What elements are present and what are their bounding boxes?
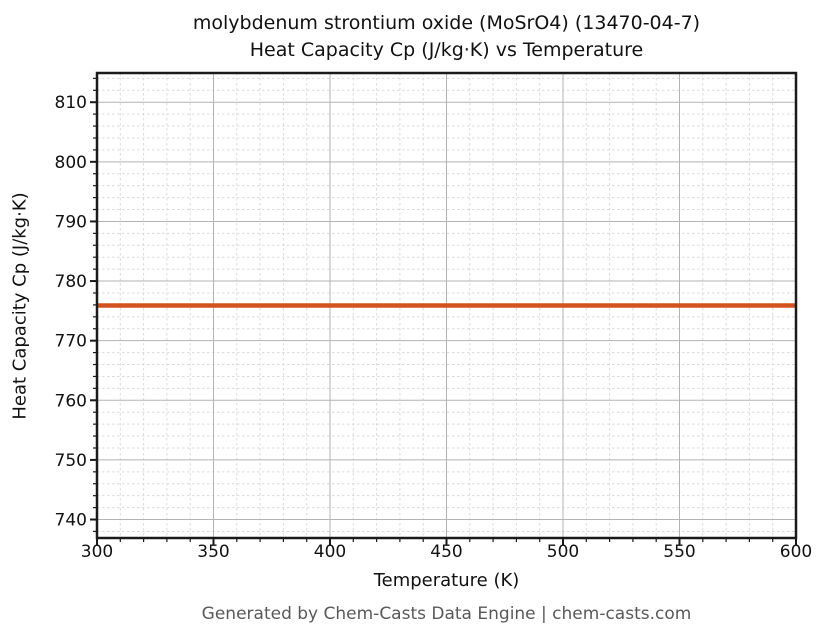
y-tick-label: 780 — [55, 272, 87, 292]
x-tick-label: 500 — [547, 542, 579, 562]
y-tick-label: 750 — [55, 451, 87, 471]
y-tick-label: 800 — [55, 153, 87, 173]
y-tick-label: 740 — [55, 511, 87, 531]
x-tick-label: 450 — [430, 542, 462, 562]
x-tick-label: 600 — [780, 542, 812, 562]
x-tick-label: 550 — [663, 542, 695, 562]
x-tick-label: 300 — [81, 542, 113, 562]
axes-frame — [95, 71, 798, 540]
x-axis-label: Temperature (K) — [373, 570, 520, 591]
y-axis-label: Heat Capacity Cp (J/kg·K) — [9, 192, 31, 420]
x-tick-label: 350 — [197, 542, 229, 562]
y-tick-label: 760 — [55, 391, 87, 411]
chart-title: molybdenum strontium oxide (MoSrO4) (134… — [97, 10, 796, 64]
y-tick-label: 770 — [55, 332, 87, 352]
chart-title-line-2: Heat Capacity Cp (J/kg·K) vs Temperature — [249, 39, 644, 61]
chart-title-line-1: molybdenum strontium oxide (MoSrO4) (134… — [192, 12, 701, 34]
x-tick-label: 400 — [314, 542, 346, 562]
y-tick-label: 810 — [55, 93, 87, 113]
footer-credit: Generated by Chem-Casts Data Engine | ch… — [201, 604, 692, 624]
y-tick-label: 790 — [55, 212, 87, 232]
